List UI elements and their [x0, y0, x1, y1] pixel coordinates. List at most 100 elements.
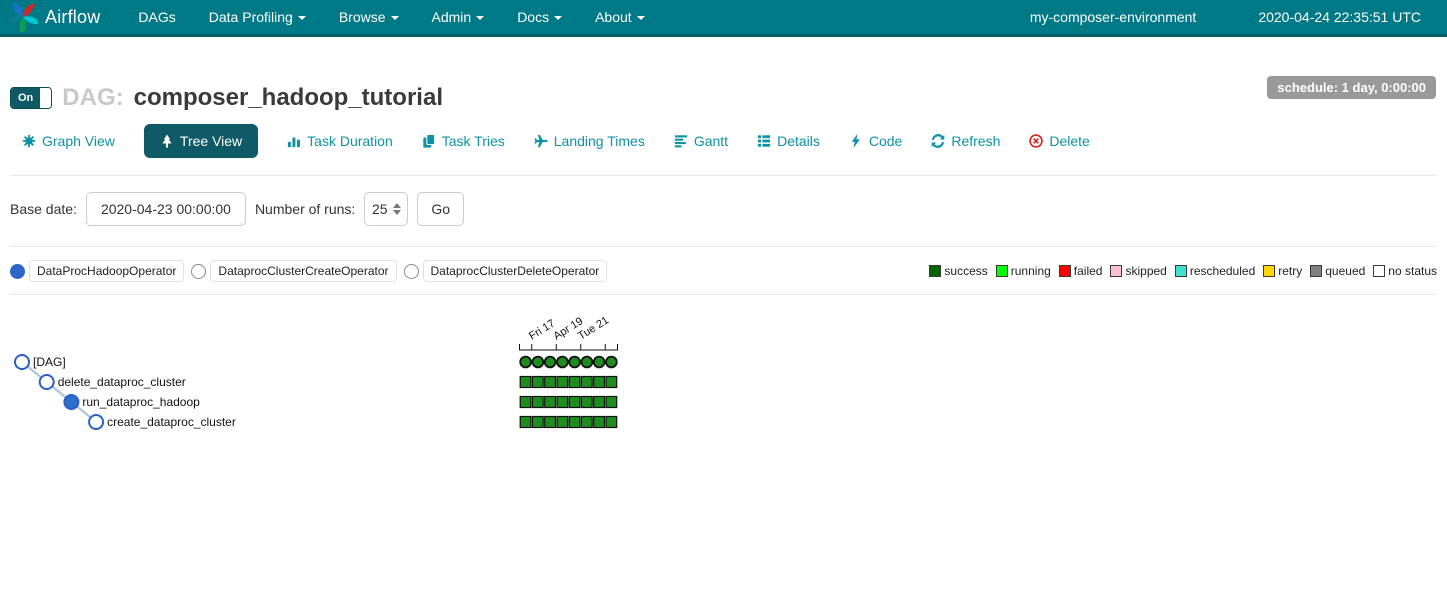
nav-item-admin[interactable]: Admin — [432, 9, 485, 25]
operator-circle-filled-icon — [10, 263, 25, 279]
task-instance-cell[interactable] — [568, 375, 581, 389]
status-swatch — [1110, 265, 1123, 277]
base-date-input[interactable] — [85, 192, 246, 226]
status-legend-item: retry — [1263, 264, 1302, 278]
operator-legend-item: DataprocClusterDeleteOperator — [403, 260, 608, 282]
task-instance-cell[interactable] — [568, 395, 581, 409]
dag-run-circle[interactable] — [605, 355, 618, 369]
tab-delete[interactable]: Delete — [1029, 133, 1090, 149]
divider — [10, 294, 1437, 295]
task-label: [DAG] — [33, 355, 66, 369]
task-instance-cell[interactable] — [519, 375, 532, 389]
task-instance-cell[interactable] — [580, 375, 593, 389]
tree-node[interactable] — [38, 374, 55, 390]
environment-name: my-composer-environment — [1029, 9, 1197, 25]
task-instance-cell[interactable] — [593, 375, 606, 389]
refresh-icon — [932, 134, 945, 148]
nav-item-data-profiling[interactable]: Data Profiling — [209, 9, 306, 25]
task-instance-cell[interactable] — [593, 395, 606, 409]
dag-run-circle[interactable] — [580, 355, 594, 369]
tab-refresh[interactable]: Refresh — [931, 133, 1000, 149]
tree-node[interactable] — [88, 414, 105, 430]
task-instance-cell[interactable] — [556, 415, 569, 429]
schedule-badge: schedule: 1 day, 0:00:00 — [1267, 76, 1436, 99]
view-tabs: Graph View Tree View Task Duration Task … — [22, 123, 1090, 159]
status-legend-item: queued — [1310, 264, 1365, 278]
task-instance-cell[interactable] — [580, 395, 593, 409]
certificate-icon — [22, 134, 36, 148]
bar-chart-icon — [288, 137, 301, 148]
base-date-label: Base date: — [10, 201, 77, 217]
divider — [10, 246, 1437, 247]
navbar-right: my-composer-environment 2020-04-24 22:35… — [1030, 9, 1421, 25]
task-instance-cell[interactable] — [544, 395, 557, 409]
status-legend: success running failed skipped reschedul… — [929, 264, 1437, 278]
toggle-on-label: On — [11, 88, 41, 108]
dag-run-circle[interactable] — [531, 355, 545, 369]
tab-task-tries[interactable]: Task Tries — [422, 133, 505, 149]
axis-tick-label: Fri 17 — [527, 317, 557, 342]
tree-node[interactable] — [63, 394, 80, 410]
status-legend-item: failed — [1058, 264, 1102, 278]
dag-pause-toggle[interactable]: On — [10, 87, 53, 109]
dag-header: On DAG: composer_hadoop_tutorial — [10, 84, 443, 112]
dag-run-circle[interactable] — [543, 355, 557, 369]
dag-run-circle[interactable] — [556, 355, 569, 369]
align-left-icon — [674, 135, 687, 148]
nav-item-dags[interactable]: DAGs — [138, 9, 176, 25]
status-swatch — [995, 265, 1008, 277]
nav-item-docs[interactable]: Docs — [517, 9, 563, 25]
task-instance-cell[interactable] — [519, 415, 532, 429]
task-instance-cell[interactable] — [544, 415, 557, 429]
axis-tick-label: Tue 21 — [576, 314, 611, 342]
task-instance-cell[interactable] — [593, 415, 606, 429]
run-controls: Base date: Number of runs: 25 Go — [10, 192, 464, 226]
tab-landing-times[interactable]: Landing Times — [534, 133, 645, 149]
task-label: create_dataproc_cluster — [107, 415, 236, 429]
tab-gantt[interactable]: Gantt — [674, 133, 728, 149]
status-legend-item: success — [929, 264, 988, 278]
dag-run-circle[interactable] — [568, 355, 581, 369]
status-swatch — [1058, 265, 1071, 277]
task-instance-cell[interactable] — [544, 375, 557, 389]
dag-run-circle[interactable] — [592, 355, 606, 369]
tab-code[interactable]: Code — [849, 133, 902, 149]
status-swatch — [1263, 265, 1276, 277]
task-instance-cell[interactable] — [556, 375, 569, 389]
task-instance-cell[interactable] — [580, 415, 593, 429]
chevron-down-icon — [297, 16, 306, 20]
task-instance-cell[interactable] — [556, 395, 569, 409]
status-legend-item: skipped — [1110, 264, 1167, 278]
num-runs-select[interactable]: 25 — [364, 192, 409, 226]
tab-graph-view[interactable]: Graph View — [22, 133, 115, 149]
nav-item-about[interactable]: About — [595, 9, 645, 25]
toggle-knob — [40, 88, 52, 108]
tab-details[interactable]: Details — [757, 133, 820, 149]
go-button[interactable]: Go — [417, 192, 464, 226]
bolt-icon — [851, 134, 860, 148]
dag-title: composer_hadoop_tutorial — [133, 84, 443, 111]
chevron-down-icon — [476, 16, 485, 20]
tree-icon — [162, 134, 172, 148]
tab-tree-view[interactable]: Tree View — [143, 124, 259, 158]
task-instance-cell[interactable] — [531, 415, 544, 429]
task-label: run_dataproc_hadoop — [82, 395, 200, 409]
nav-item-browse[interactable]: Browse — [339, 9, 399, 25]
tab-task-duration[interactable]: Task Duration — [287, 133, 393, 149]
task-instance-cell[interactable] — [605, 415, 618, 429]
operator-legend-item: DataprocClusterCreateOperator — [191, 260, 397, 282]
status-legend-item: no status — [1373, 264, 1437, 278]
task-instance-cell[interactable] — [605, 375, 618, 389]
dag-run-circle[interactable] — [519, 355, 532, 369]
task-instance-cell[interactable] — [568, 415, 581, 429]
task-instance-cell[interactable] — [519, 395, 532, 409]
delete-circle-x-icon — [1029, 134, 1044, 148]
airflow-brand[interactable]: Airflow — [8, 2, 100, 32]
task-instance-cell[interactable] — [605, 395, 618, 409]
stepper-icon — [392, 203, 401, 215]
task-instance-cell[interactable] — [531, 395, 544, 409]
tree-node[interactable] — [14, 354, 30, 370]
task-instance-cell[interactable] — [531, 375, 544, 389]
plane-icon — [534, 134, 548, 148]
status-legend-item: running — [995, 264, 1051, 278]
